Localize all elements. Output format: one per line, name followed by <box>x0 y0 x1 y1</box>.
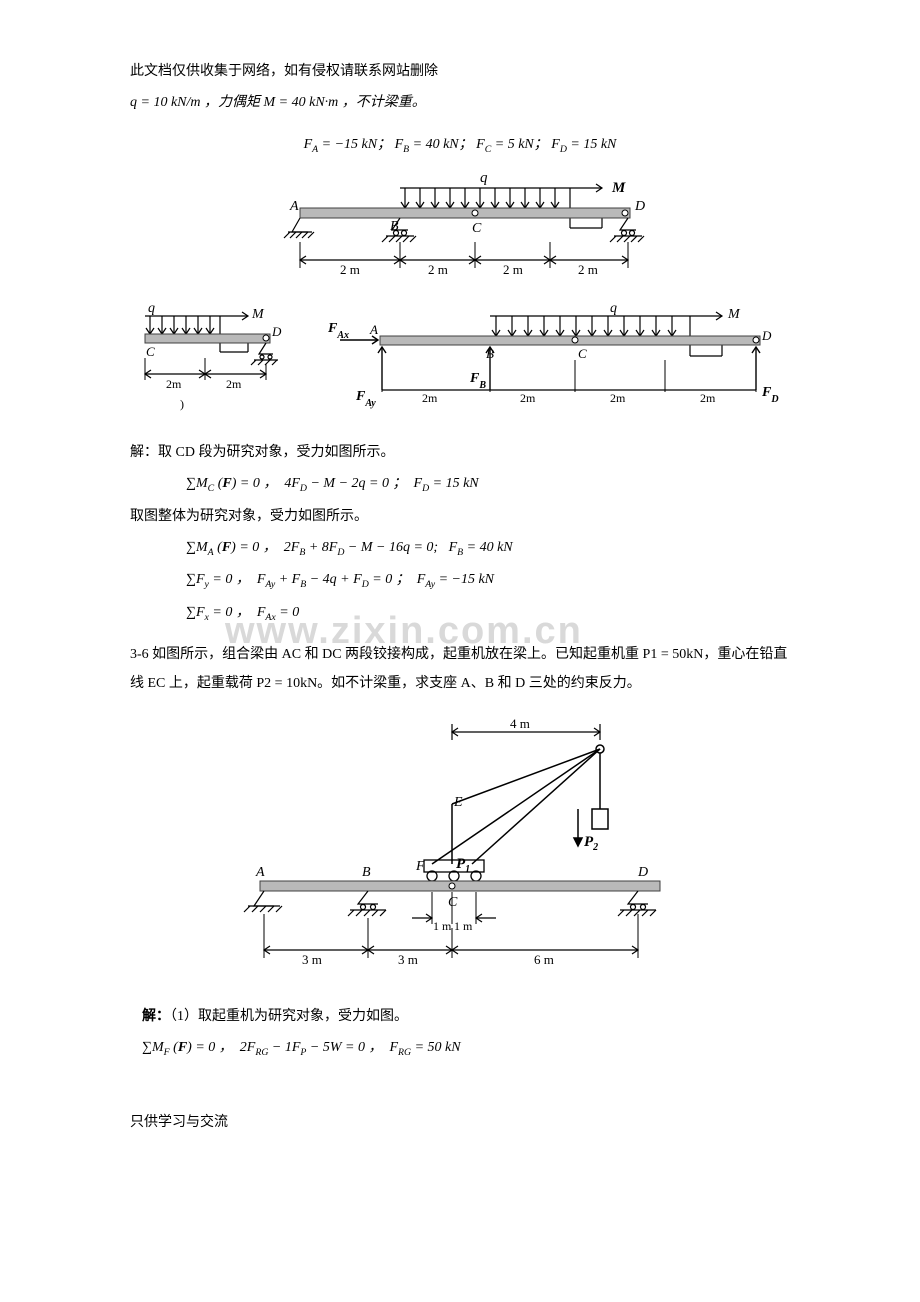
svg-text:F: F <box>415 859 425 874</box>
svg-text:2m: 2m <box>610 391 626 405</box>
svg-text:C: C <box>472 221 482 236</box>
sol35-eq2: ∑MA (F) = 0 ， 2FB + 8FD − M − 16q = 0; F… <box>130 535 790 561</box>
svg-text:M: M <box>251 307 265 322</box>
svg-text:3 m: 3 m <box>302 952 322 967</box>
svg-text:q: q <box>148 301 155 316</box>
svg-text:D: D <box>761 328 772 343</box>
svg-text:q: q <box>480 170 488 186</box>
svg-text:FB: FB <box>469 371 486 391</box>
sol35-eq3: ∑Fy = 0 ， FAy + FB − 4q + FD = 0 ； FAy =… <box>130 567 790 593</box>
sol35-l1: 解：取 CD 段为研究对象，受力如图所示。 <box>130 440 790 465</box>
svg-text:P2: P2 <box>584 834 598 853</box>
svg-text:FAy: FAy <box>355 389 376 409</box>
svg-text:2 m: 2 m <box>428 262 448 277</box>
svg-text:4 m: 4 m <box>510 716 530 731</box>
sol36-eq1: ∑MF (F) = 0 ， 2FRG − 1FP − 5W = 0 ， FRG … <box>130 1035 790 1061</box>
figure-free-body: q M <box>130 300 790 425</box>
svg-text:): ) <box>180 397 184 411</box>
svg-text:M: M <box>611 180 626 196</box>
svg-text:2 m: 2 m <box>578 262 598 277</box>
sol36-l1: 解：（1）取起重机为研究对象，受力如图。 <box>130 1004 790 1029</box>
svg-text:E: E <box>453 795 463 810</box>
svg-text:2m: 2m <box>520 391 536 405</box>
svg-text:C: C <box>448 895 458 910</box>
svg-text:A: A <box>369 322 378 337</box>
header-disclaimer: 此文档仅供收集于网络，如有侵权请联系网站删除 <box>130 60 790 80</box>
svg-text:FAx: FAx <box>327 321 349 341</box>
svg-text:A: A <box>255 865 265 880</box>
svg-text:C: C <box>146 344 155 359</box>
sol35-eq1: ∑MC (F) = 0 ， 4FD − M − 2q = 0 ； FD = 15… <box>130 471 790 497</box>
svg-text:FD: FD <box>761 385 779 405</box>
svg-text:2 m: 2 m <box>340 262 360 277</box>
svg-text:2m: 2m <box>166 377 182 391</box>
svg-text:C: C <box>578 346 587 361</box>
svg-text:1 m: 1 m <box>454 919 473 933</box>
svg-text:D: D <box>271 324 282 339</box>
svg-text:2 m: 2 m <box>503 262 523 277</box>
svg-text:D: D <box>634 199 645 214</box>
svg-text:D: D <box>637 865 648 880</box>
figure-crane: 4 m E P2 P1 <box>130 714 790 989</box>
svg-text:B: B <box>362 865 371 880</box>
figure-beam-overview: q <box>130 170 790 285</box>
sol35-eq4: ∑Fx = 0 ， FAx = 0 <box>130 600 790 626</box>
problem-given: q = 10 kN/m ，力偶矩 M = 40 kN·m ，不计梁重。 <box>130 90 790 115</box>
sol35-l2: 取图整体为研究对象，受力如图所示。 <box>130 504 790 529</box>
svg-text:6 m: 6 m <box>534 952 554 967</box>
svg-text:q: q <box>610 301 617 316</box>
svg-text:2m: 2m <box>226 377 242 391</box>
svg-text:A: A <box>289 199 299 214</box>
svg-text:2m: 2m <box>422 391 438 405</box>
problem-answers: FA = −15 kN； FB = 40 kN； FC = 5 kN； FD =… <box>130 133 790 155</box>
svg-text:2m: 2m <box>700 391 716 405</box>
problem36-text: 3-6 如图所示，组合梁由 AC 和 DC 两段铰接构成，起重机放在梁上。已知起… <box>130 640 790 699</box>
svg-text:1 m: 1 m <box>433 919 452 933</box>
footer-note: 只供学习与交流 <box>130 1111 790 1131</box>
svg-text:3 m: 3 m <box>398 952 418 967</box>
svg-text:M: M <box>727 307 741 322</box>
